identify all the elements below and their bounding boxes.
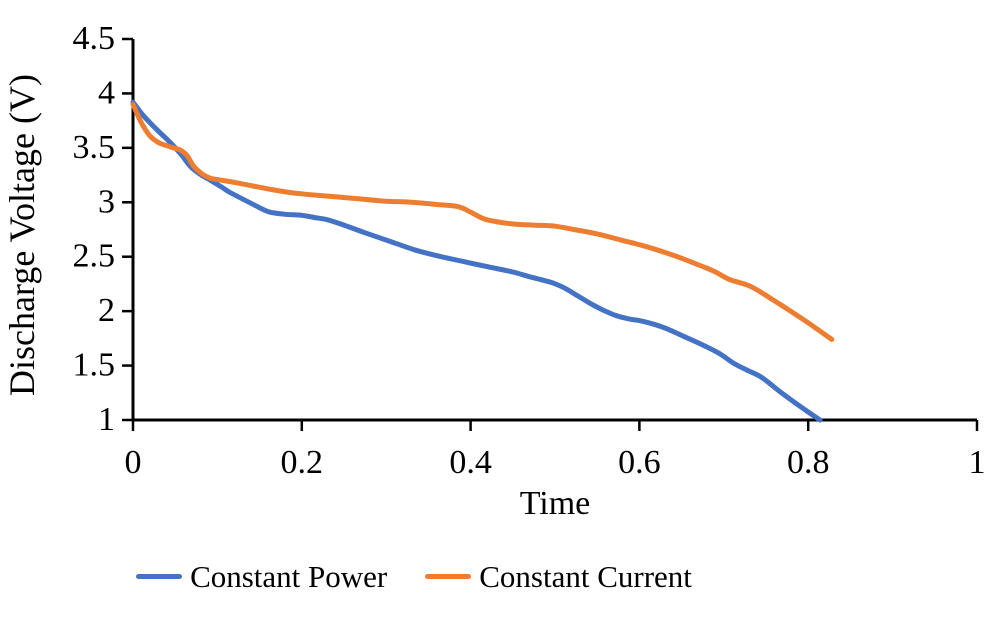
x-tick-label: 0.4: [449, 444, 492, 481]
x-tick-label: 0.8: [787, 444, 830, 481]
y-tick-label: 1.5: [73, 347, 116, 384]
legend-item-constant-power: Constant Power: [136, 561, 387, 592]
y-tick-label: 3.5: [73, 129, 116, 166]
x-tick-label: 0: [125, 444, 142, 481]
x-tick-label: 0.6: [618, 444, 661, 481]
x-tick-label: 0.2: [281, 444, 324, 481]
y-tick-label: 2.5: [73, 238, 116, 275]
legend-line-swatch-blue: [136, 574, 183, 579]
x-tick-label: 1: [969, 444, 986, 481]
legend-label-constant-power: Constant Power: [190, 559, 388, 594]
chart-legend: Constant Power Constant Current: [0, 561, 828, 592]
legend-line-swatch-orange: [425, 574, 472, 579]
series-line-constant-power: [130, 99, 823, 423]
y-tick-label: 1: [98, 401, 115, 438]
legend-item-constant-current: Constant Current: [425, 561, 692, 592]
x-axis-title: Time: [520, 485, 591, 522]
legend-label-constant-current: Constant Current: [479, 559, 692, 594]
series-line-constant-current: [130, 101, 835, 342]
y-axis-title: Discharge Voltage (V): [2, 74, 42, 396]
y-tick-label: 4: [98, 74, 115, 111]
axes-lines: [131, 39, 977, 422]
y-tick-label: 2: [98, 292, 115, 329]
y-tick-label: 4.5: [73, 20, 116, 57]
y-tick-label: 3: [98, 183, 115, 220]
